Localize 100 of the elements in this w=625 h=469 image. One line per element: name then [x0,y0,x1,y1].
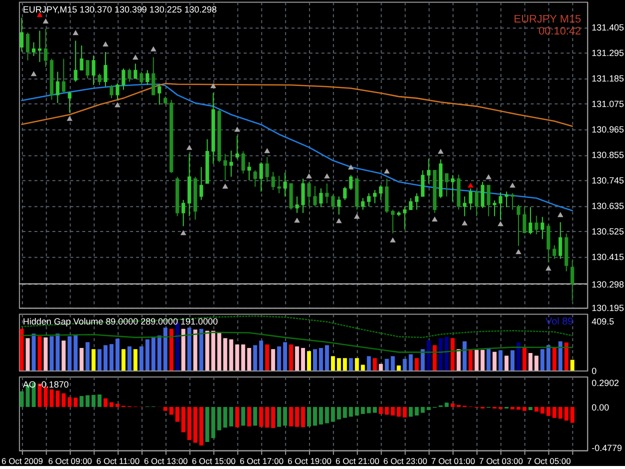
bar [402,358,407,371]
bar [396,406,401,417]
candlestick [402,206,407,230]
candlestick [361,198,365,210]
candlestick [516,204,520,246]
bar [426,340,431,371]
x-tick-label: 7 Oct 05:00 [527,456,572,466]
bar [26,338,30,371]
bar [265,406,270,428]
bar [235,344,240,371]
y-tick-label: 131.405 [592,22,624,33]
candlestick [325,183,329,204]
point [438,148,444,154]
candlestick [510,192,514,210]
bar [390,356,395,371]
y-tick-label: 130.855 [592,150,624,160]
bar [223,338,228,371]
bar [480,350,485,371]
bar [330,356,335,371]
bar [56,390,60,407]
bar [247,406,252,426]
bar [546,345,550,371]
point [348,164,354,170]
candlestick [444,173,448,197]
candlestick [283,172,287,197]
candlestick [199,166,204,200]
bar [92,394,96,407]
bar [44,337,48,371]
point [516,249,522,254]
bar [546,406,550,416]
bar [68,397,72,407]
candlestick [313,186,317,207]
y-tick-label: 130.965 [592,124,624,135]
bar [187,328,192,371]
x-tick-label: 6 Oct 17:00 [240,456,284,466]
bar [74,398,78,407]
bar [444,402,449,407]
point [384,168,390,174]
bar [540,349,544,371]
bar [528,406,532,410]
bar [348,406,353,417]
candlestick [414,192,419,210]
bar [80,348,84,371]
candlestick [122,68,126,90]
candlestick [420,170,425,197]
bar [98,349,102,371]
y-tick-label: 130.415 [592,252,624,262]
line-series [21,84,574,212]
bar [271,349,276,371]
y-tick-label: 131.075 [592,99,624,110]
bar [68,336,72,371]
bar [462,341,467,371]
candlestick [253,170,257,188]
bar [432,345,437,371]
point [66,116,73,121]
point [546,266,552,271]
bar [104,398,108,407]
bar [330,406,335,422]
bar [558,406,562,419]
bar [301,348,306,371]
x-tick-label: 6 Oct 11:00 [96,456,140,466]
candlestick [391,209,395,234]
candlestick [540,216,544,240]
bar [116,404,120,407]
candlestick [56,71,60,104]
candlestick [26,32,30,61]
bar [259,340,264,371]
bar [175,406,180,422]
point [354,214,360,219]
bar [354,358,359,371]
bar [62,340,66,371]
bar [522,406,526,411]
bar [408,406,413,417]
annotation: 00:10:42 [538,26,582,38]
bar [283,342,288,371]
bar [193,406,198,443]
bar [86,395,90,407]
bar [121,349,126,371]
bar [384,406,389,415]
bar [259,406,264,427]
candlestick [128,68,132,82]
bar [408,354,413,371]
chart-title: Hidden Gap Volume 89.0000 289.0000 191.0000 [22,316,218,327]
candlestick [44,28,48,68]
point [42,18,49,24]
bar [564,342,568,371]
candlestick [319,188,323,208]
candlestick [462,196,466,217]
bar [444,336,449,371]
point [180,230,186,236]
candlestick [98,73,102,86]
candlestick [247,162,251,181]
y-tick-label: 131.295 [592,48,624,58]
x-tick-label: 6 Oct 15:00 [192,456,236,466]
bar [38,336,42,371]
bar [516,342,520,371]
bar [301,406,306,428]
bar [283,406,288,426]
bar [295,406,300,427]
bar [366,356,371,371]
